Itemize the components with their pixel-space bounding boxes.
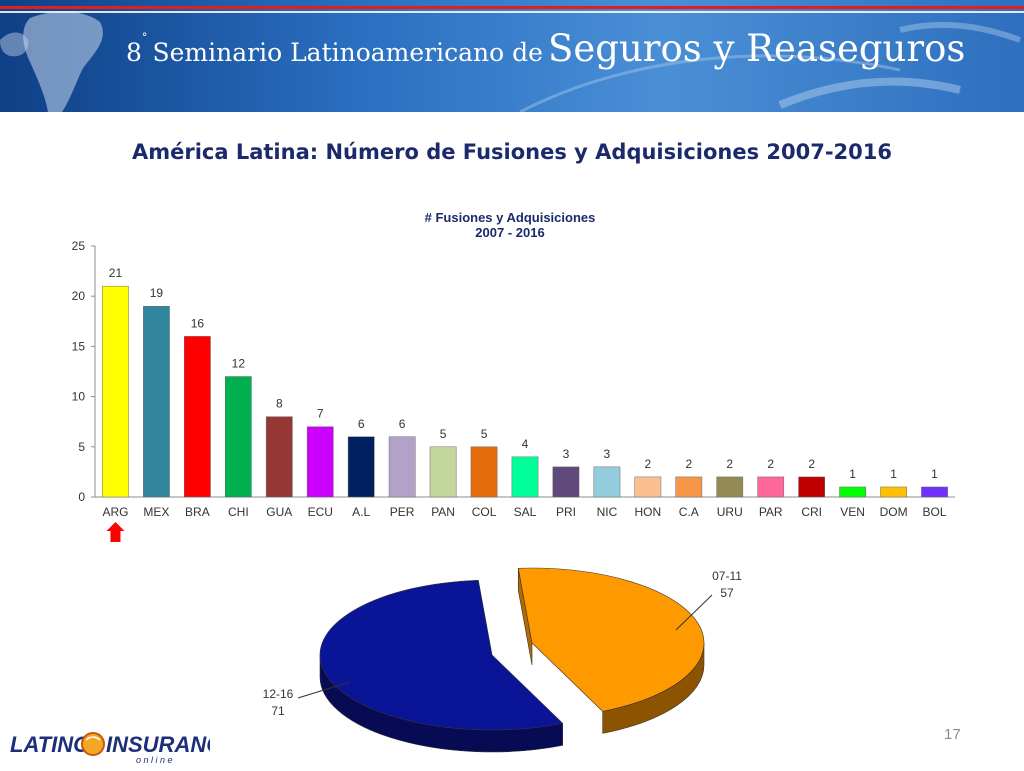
chart-subtitle: 2007 - 2016 [475,225,545,240]
pie-label-value: 71 [271,704,285,718]
bar-cri [798,476,826,498]
bar-per [388,436,416,498]
banner-red-stripe [0,6,1024,9]
x-tick-label: PER [390,505,415,519]
bar-value-label: 3 [604,447,611,461]
pie-label-name: 07-11 [712,569,742,583]
bar-col [470,446,498,498]
pie-label-1216: 12-16 71 [263,681,351,718]
banner-title-big: Seguros y Reaseguros [548,27,966,70]
x-tick-label: NIC [597,505,618,519]
x-tick-label: DOM [880,505,908,519]
bar-bol [921,486,948,498]
bar-value-label: 1 [890,467,897,481]
header-banner: 8° Seminario Latinoamericano de Seguros … [0,0,1024,112]
x-tick-label: C.A [679,505,699,519]
x-tick-label: PAR [759,505,783,519]
bar-pan [429,446,457,498]
banner-decoration [0,11,1022,112]
x-tick-label: ECU [308,505,333,519]
bar-value-label: 16 [191,316,205,330]
logo-text-left: LATINO [10,732,90,757]
x-tick-label: HON [635,505,662,519]
pie-label-0711: 07-11 57 [675,569,742,631]
bar-sal [511,456,539,498]
bar-par [757,476,785,498]
bar-al [347,436,375,498]
y-tick-label: 20 [72,289,86,303]
logo-text-right: INSURANCE [106,732,210,757]
bar-value-label: 19 [150,286,164,300]
bar-dom [880,486,907,498]
banner-title-small: Seminario Latinoamericano de [152,38,543,67]
bar-value-label: 2 [767,457,774,471]
chart-title-block: # Fusiones y Adquisiciones 2007 - 2016 [340,210,680,240]
x-tick-label: SAL [514,505,537,519]
bar-value-label: 2 [808,457,815,471]
bar-chi [224,376,252,498]
pie-label-name: 12-16 [263,687,294,701]
bar-value-label: 2 [685,457,692,471]
y-tick-label: 25 [72,239,86,253]
x-tick-label: CHI [228,505,249,519]
bar-hon [634,476,662,498]
bar-value-label: 3 [563,447,570,461]
x-tick-label: CRI [801,505,822,519]
highlight-arrow-icon [106,522,125,542]
x-tick-label: PAN [431,505,455,519]
bar-value-label: 2 [645,457,652,471]
x-tick-label: BOL [923,505,947,519]
latino-insurance-logo: LATINO INSURANCE o n l i n e [10,722,238,766]
y-tick-label: 5 [78,440,85,454]
banner-ordinal: 8 [126,38,142,67]
pie-slice-0711 [517,567,705,734]
bar-arg [102,285,129,498]
bar-value-label: 5 [440,427,447,441]
bar-value-label: 8 [276,397,283,411]
chart-title: # Fusiones y Adquisiciones [424,210,596,225]
bar-value-label: 1 [931,467,938,481]
bar-value-label: 7 [317,407,324,421]
bar-pri [552,466,580,498]
logo-graphic: LATINO INSURANCE o n l i n e [10,732,238,765]
slide-title: América Latina: Número de Fusiones y Adq… [131,140,893,164]
page-number: 17 [944,726,961,743]
pie-slice-1216 [319,579,564,753]
x-tick-label: VEN [840,505,865,519]
bar-value-label: 6 [358,417,365,431]
y-tick-label: 15 [72,339,86,353]
x-tick-label: BRA [185,505,210,519]
bar-value-label: 2 [726,457,733,471]
x-tick-label: COL [472,505,497,519]
bar-bra [184,336,211,498]
y-tick-label: 10 [72,390,86,404]
bar-value-label: 5 [481,427,488,441]
bar-value-label: 6 [399,417,406,431]
bar-value-label: 4 [522,437,529,451]
logo-subtext: o n l i n e [136,755,173,765]
y-tick-label: 0 [78,490,85,504]
x-tick-label: URU [717,505,743,519]
x-tick-label: A.L [352,505,370,519]
bar-chart: 051015202521ARG19MEX16BRA12CHI8GUA7ECU6A… [72,239,955,542]
bar-value-label: 1 [849,467,856,481]
bar-value-label: 12 [232,357,246,371]
bar-mex [143,305,170,498]
x-tick-label: MEX [143,505,169,519]
bar-ecu [306,426,334,498]
x-tick-label: PRI [556,505,576,519]
bar-uru [716,476,744,498]
bar-value-label: 21 [109,266,123,280]
bar-ca [675,476,703,498]
banner-ordinal-suffix: ° [141,31,148,44]
bar-gua [265,416,293,498]
bar-nic [593,466,621,498]
bar-ven [839,486,866,498]
x-tick-label: ARG [102,505,128,519]
pie-label-value: 57 [720,586,734,600]
x-tick-label: GUA [266,505,292,519]
banner-title: 8° Seminario Latinoamericano de Seguros … [126,30,965,67]
banner-white-stripe [0,11,1024,13]
